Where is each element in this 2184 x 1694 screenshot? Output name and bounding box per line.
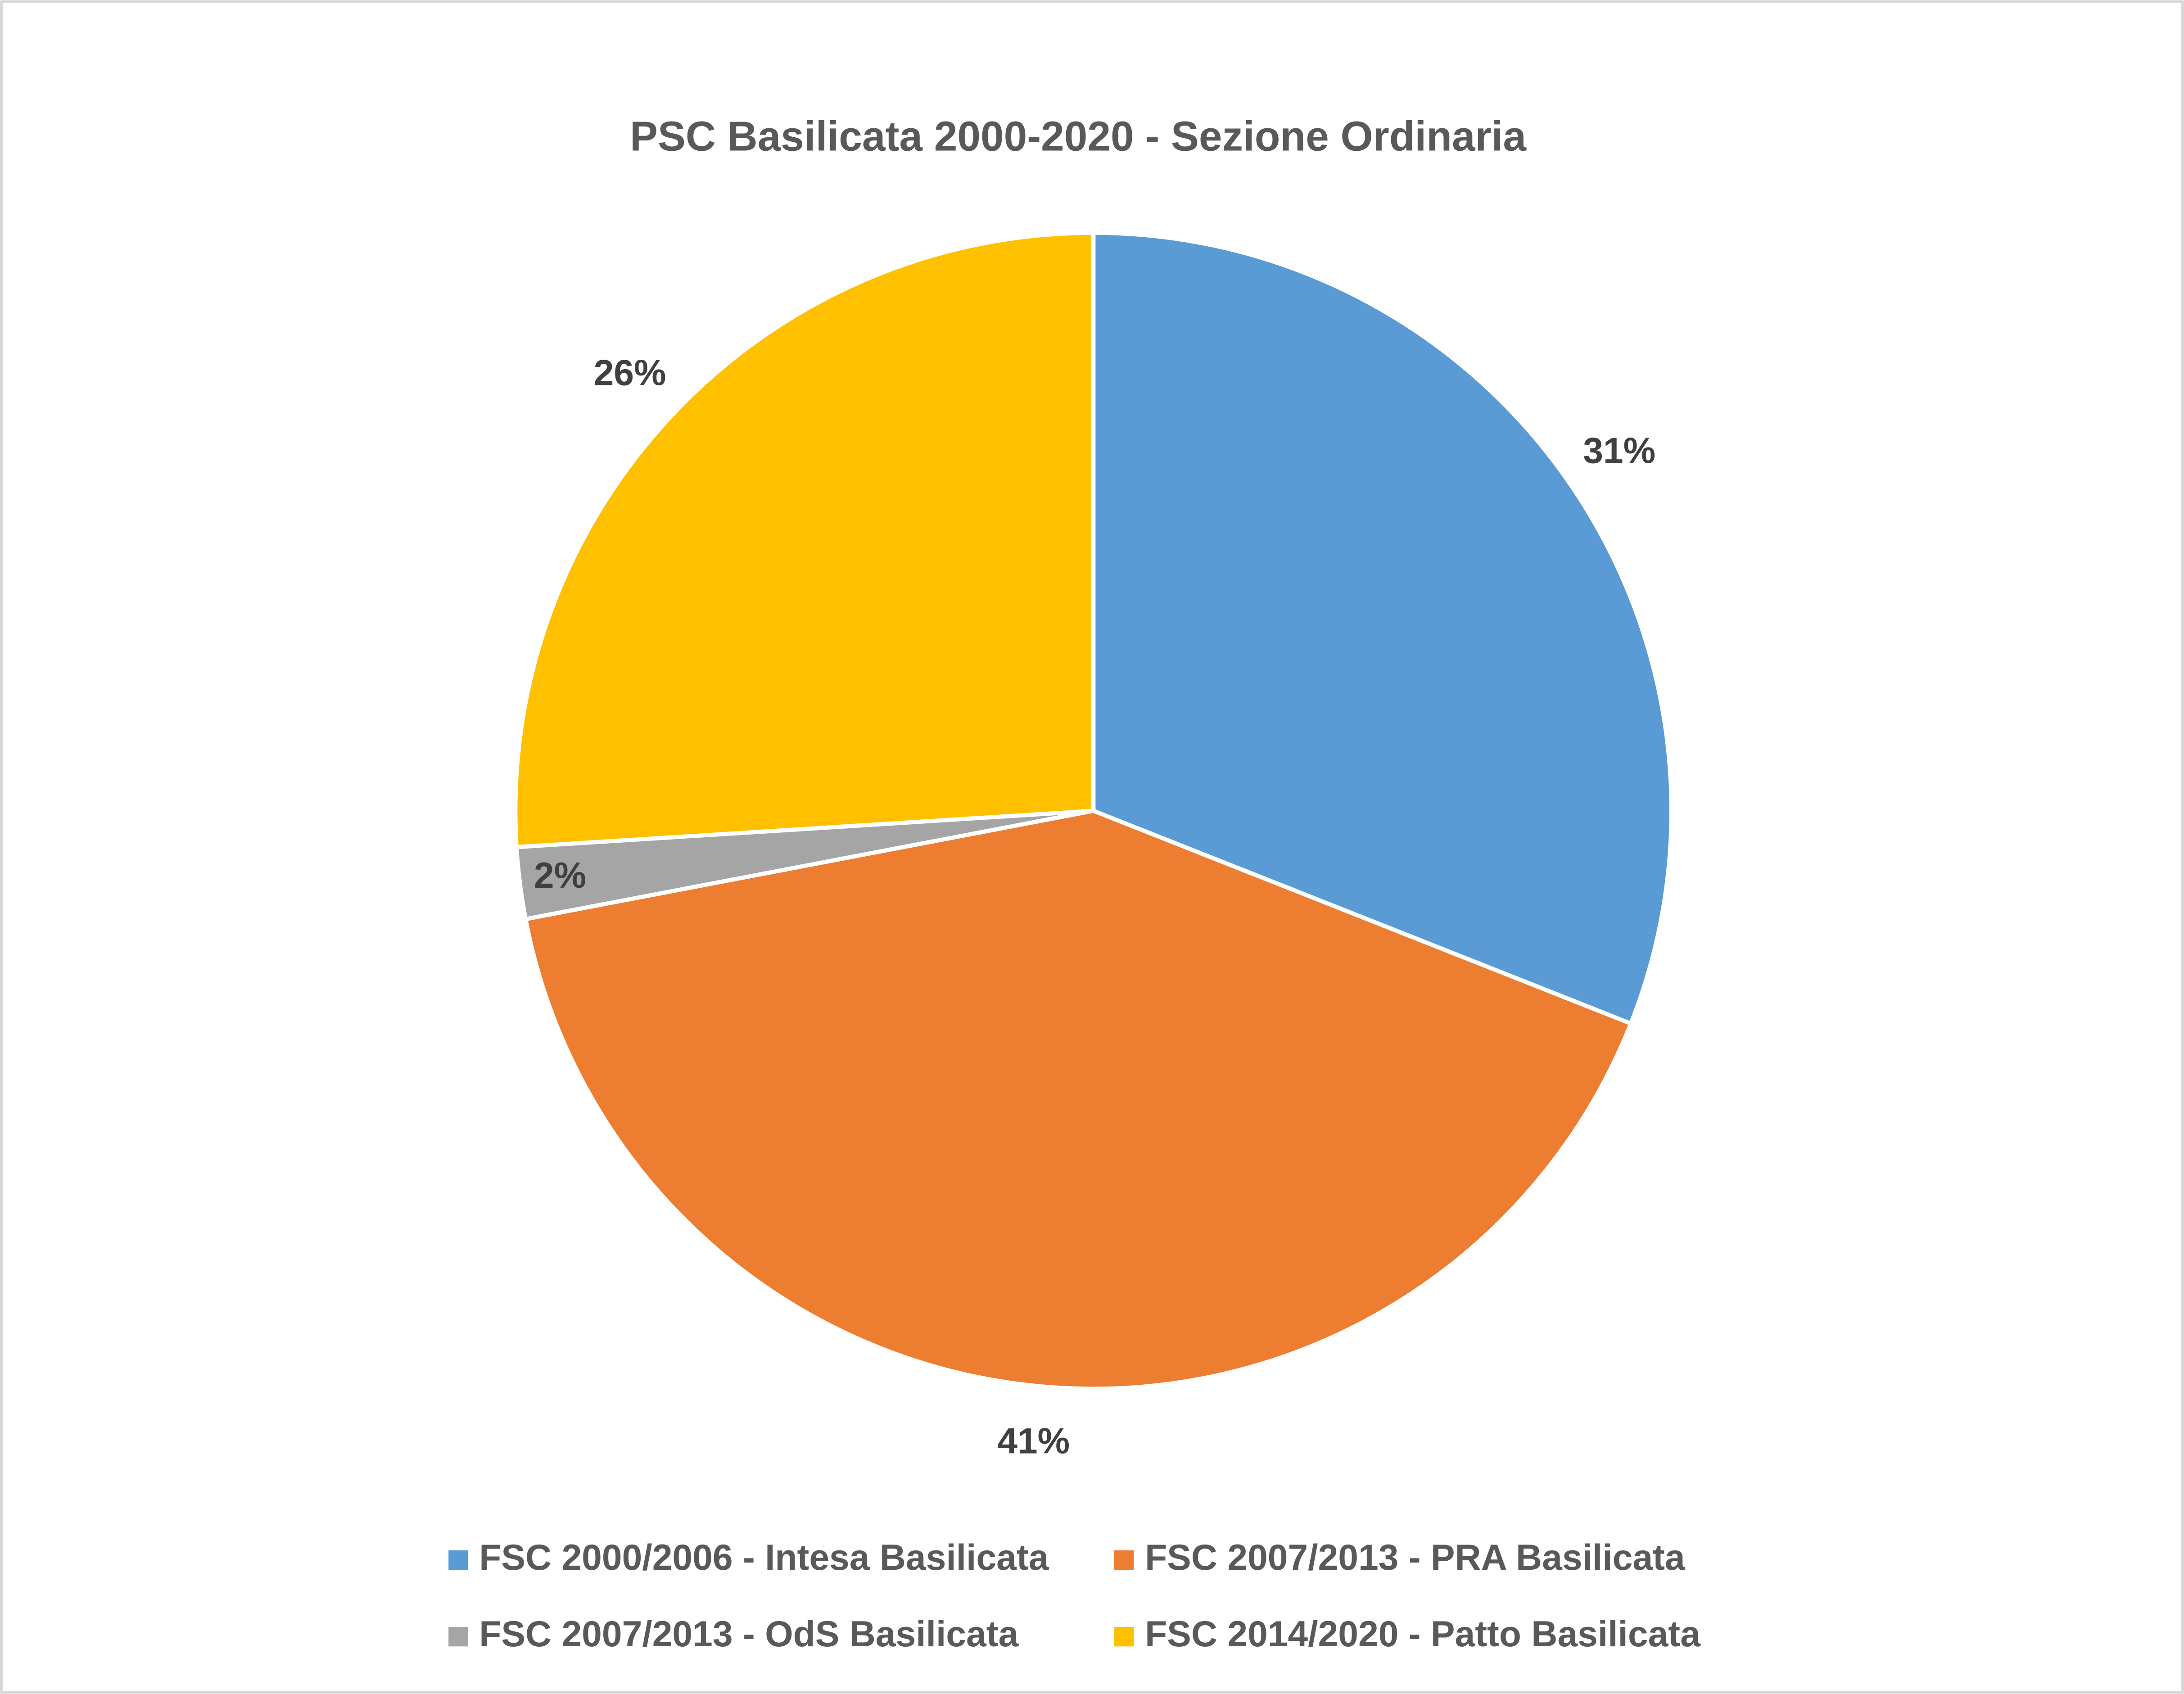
chart-title: PSC Basilicata 2000-2020 - Sezione Ordin…	[630, 113, 1527, 159]
data-label: 41%	[997, 1421, 1070, 1461]
data-label: 2%	[534, 855, 586, 896]
legend-swatch	[448, 1627, 468, 1647]
legend-swatch	[1114, 1550, 1134, 1570]
legend-swatch	[448, 1550, 468, 1570]
pie-slice	[1091, 230, 1674, 1026]
data-label: 26%	[594, 353, 666, 393]
legend-label: FSC 2014/2020 - Patto Basilicata	[1145, 1614, 1701, 1654]
pie-slice	[513, 230, 1096, 849]
legend-label: FSC 2007/2013 - PRA Basilicata	[1145, 1537, 1686, 1578]
legend-label: FSC 2007/2013 - OdS Basilicata	[479, 1614, 1019, 1654]
legend-label: FSC 2000/2006 - Intesa Basilicata	[479, 1537, 1049, 1578]
pie-slice	[523, 809, 1634, 1391]
data-label: 31%	[1583, 430, 1655, 471]
legend-swatch	[1114, 1627, 1134, 1647]
